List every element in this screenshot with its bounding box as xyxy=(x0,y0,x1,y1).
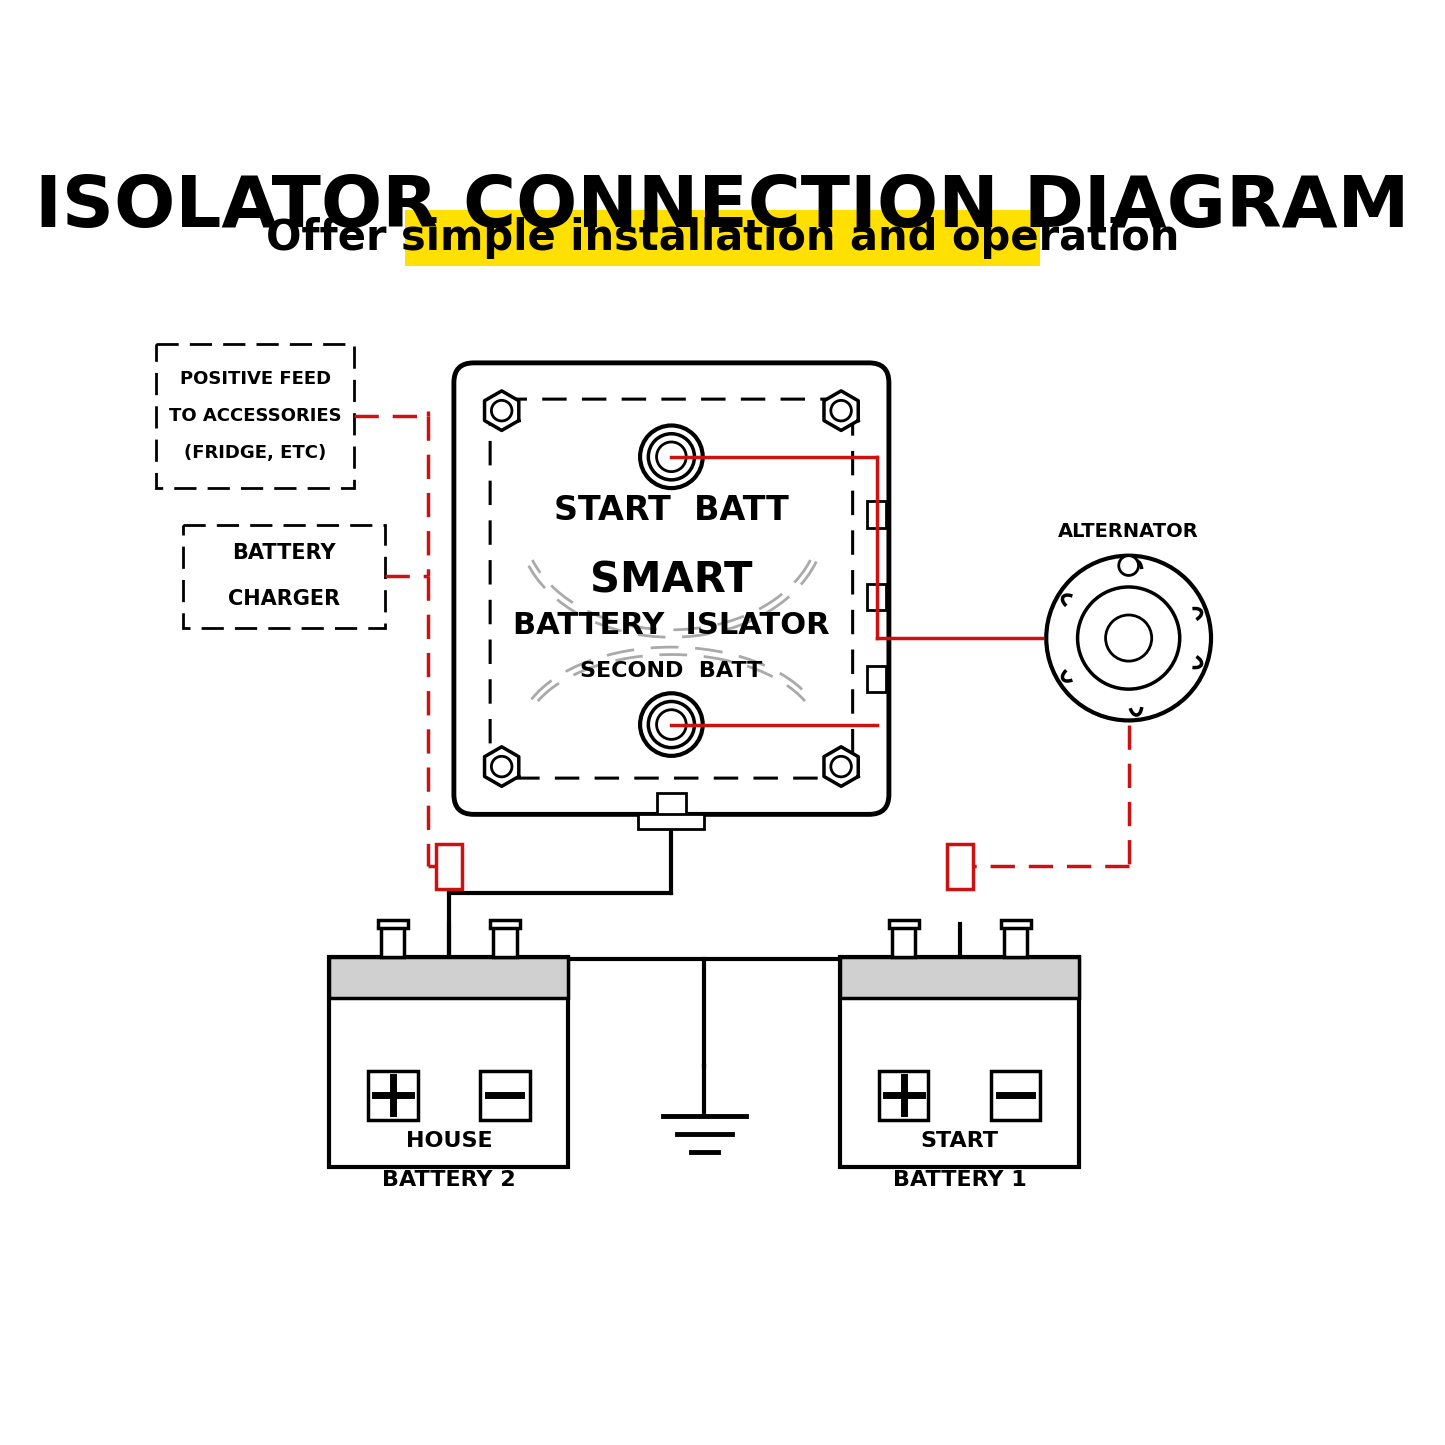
Bar xyxy=(892,925,915,957)
FancyBboxPatch shape xyxy=(156,344,354,488)
Circle shape xyxy=(491,756,512,777)
Bar xyxy=(946,844,972,889)
Circle shape xyxy=(1105,616,1152,662)
Bar xyxy=(436,844,462,889)
Text: START  BATT: START BATT xyxy=(553,494,789,527)
Bar xyxy=(867,584,886,610)
Text: START: START xyxy=(920,1130,998,1150)
Circle shape xyxy=(1078,587,1179,689)
Circle shape xyxy=(491,400,512,420)
Bar xyxy=(656,793,686,816)
Circle shape xyxy=(656,442,686,471)
Circle shape xyxy=(640,425,702,488)
Text: CHARGER: CHARGER xyxy=(228,590,340,610)
Text: SECOND  BATT: SECOND BATT xyxy=(581,660,763,681)
Circle shape xyxy=(1046,556,1211,721)
Text: TO ACCESSORIES: TO ACCESSORIES xyxy=(169,406,341,425)
Text: BATTERY  ISLATOR: BATTERY ISLATOR xyxy=(513,611,829,640)
Bar xyxy=(841,957,1079,998)
Bar xyxy=(368,1071,418,1120)
Bar xyxy=(329,957,568,1168)
Bar xyxy=(879,1071,929,1120)
Bar xyxy=(493,925,516,957)
Bar xyxy=(329,957,568,998)
FancyBboxPatch shape xyxy=(454,363,889,815)
Text: POSITIVE FEED: POSITIVE FEED xyxy=(179,370,331,387)
Bar xyxy=(841,957,1079,998)
Circle shape xyxy=(831,756,851,777)
Bar xyxy=(490,920,520,929)
Text: HOUSE: HOUSE xyxy=(406,1130,493,1150)
Circle shape xyxy=(1118,556,1139,575)
Bar xyxy=(1004,925,1027,957)
Circle shape xyxy=(649,701,695,747)
Text: BATTERY 2: BATTERY 2 xyxy=(381,1170,516,1191)
Bar xyxy=(867,666,886,692)
Polygon shape xyxy=(484,392,519,431)
Bar xyxy=(379,920,407,929)
Text: BATTERY 1: BATTERY 1 xyxy=(893,1170,1026,1191)
Bar xyxy=(1001,920,1030,929)
Polygon shape xyxy=(824,392,858,431)
Circle shape xyxy=(656,709,686,740)
Bar xyxy=(889,920,919,929)
Text: ALTERNATOR: ALTERNATOR xyxy=(1058,522,1199,540)
Bar xyxy=(841,957,1079,1168)
Text: (FRIDGE, ETC): (FRIDGE, ETC) xyxy=(184,444,327,462)
Circle shape xyxy=(640,694,702,756)
Bar xyxy=(381,925,405,957)
Bar xyxy=(991,1071,1040,1120)
Text: BATTERY: BATTERY xyxy=(233,543,337,564)
Polygon shape xyxy=(824,747,858,786)
FancyBboxPatch shape xyxy=(184,525,386,627)
Circle shape xyxy=(649,434,695,480)
Bar xyxy=(329,957,568,998)
Text: ISOLATOR CONNECTION DIAGRAM: ISOLATOR CONNECTION DIAGRAM xyxy=(35,172,1410,241)
Bar xyxy=(480,1071,530,1120)
Text: Offer simple installation and operation: Offer simple installation and operation xyxy=(266,218,1179,260)
Circle shape xyxy=(831,400,851,420)
Polygon shape xyxy=(484,747,519,786)
Bar xyxy=(867,501,886,527)
Text: SMART: SMART xyxy=(590,559,753,601)
FancyBboxPatch shape xyxy=(405,211,1039,266)
Bar xyxy=(639,815,704,829)
